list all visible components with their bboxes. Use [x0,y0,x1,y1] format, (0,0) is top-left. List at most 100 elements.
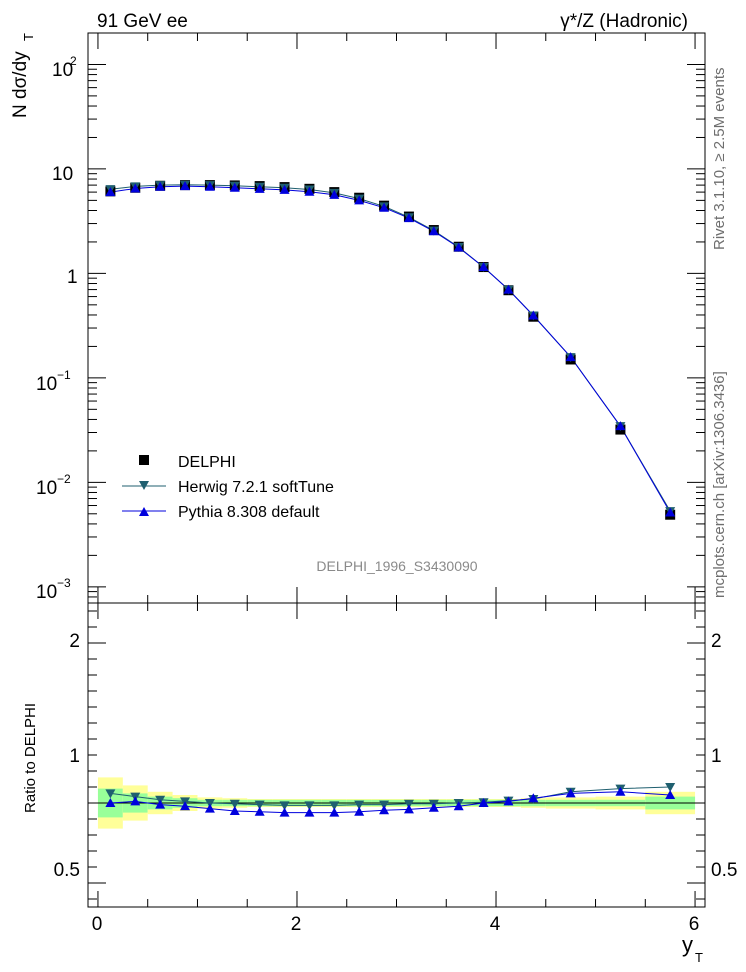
ratio-uncertainty-bands [97,777,696,829]
bottom-ylabel: Ratio to DELPHI [22,703,39,813]
ratio-point-pythia [403,804,414,814]
ratio-point-pythia [254,806,265,816]
top-point-pythia [428,226,439,236]
ratio-point-pythia [279,807,290,817]
top-point-pythia [665,507,676,517]
ratio-point-pythia [615,786,626,796]
xlabel-main: y [682,932,693,957]
top-point-pythia [354,195,365,205]
ratio-point-pythia [478,798,489,807]
ratio-point-herwig [354,800,365,810]
top-ylabel-main: N dσ/dy [10,51,31,118]
ratio-point-pythia [130,796,141,806]
top-series-markers [105,180,676,520]
top-point-pythia [528,310,539,320]
header-right: γ*/Z (Hadronic) [560,11,688,32]
bottom-axis-ticks [88,603,705,907]
ratio-series-markers [105,783,676,817]
ratio-point-pythia [503,796,514,806]
ratio-point-herwig [204,799,215,808]
top-point-pythia [105,187,116,197]
ratio-point-pythia [204,803,215,813]
top-point-pythia [254,183,265,193]
ratio-point-pythia [379,805,390,815]
ratio-point-pythia [155,799,166,809]
legend-herwig-marker [139,481,149,490]
top-point-pythia [403,213,414,223]
ytick-label-0.01: 10 [36,478,57,499]
ratio-point-herwig [403,799,414,809]
top-point-pythia [503,284,514,294]
ytick-exp-0.001: −3 [57,576,71,590]
ratio-point-herwig [229,799,240,809]
analysis-label: DELPHI_1996_S3430090 [316,558,477,574]
xlabel-sub: T [695,950,703,965]
ytick-exp-0.1: −1 [57,368,71,382]
ratio-point-herwig [105,789,116,799]
ytick-label-0.1: 10 [36,374,57,395]
ratio-point-pythia [528,793,539,803]
ratio-ytick-right-1: 1 [711,746,722,767]
xlabel: y T [682,932,703,965]
ratio-point-pythia [329,807,340,817]
ratio-ytick-left-2: 2 [69,631,80,652]
top-point-pythia [229,182,240,192]
legend-pythia-label: Pythia 8.308 default [178,504,320,521]
ratio-point-pythia [180,801,191,811]
top-point-pythia [453,242,464,252]
legend: DELPHI Herwig 7.2.1 softTune Pythia 8.30… [122,454,334,521]
ratio-point-pythia [565,788,576,798]
top-point-pythia [155,181,166,191]
ytick-label-1: 1 [67,267,78,288]
header-left: 91 GeV ee [97,11,188,32]
ytick-label-0.001: 10 [36,582,57,603]
ytick-exp-0.01: −2 [57,472,71,486]
top-ytick-labels: 10 2 10 1 10 −1 10 −2 10 −3 [36,54,78,603]
legend-entry-pythia: Pythia 8.308 default [122,504,320,521]
bottom-ytick-labels: 2 1 0.5 2 1 0.5 [54,631,738,881]
ratio-point-pythia [354,806,365,816]
ratio-point-pythia [304,807,315,817]
ytick-label-10: 10 [52,164,73,185]
xtick-label-2: 2 [291,914,302,935]
ratio-ytick-right-0.5: 0.5 [711,860,737,881]
top-ylabel: N dσ/dy T [10,33,36,118]
ratio-point-herwig [304,801,315,811]
top-ylabel-sub: T [21,33,36,41]
legend-delphi-marker [139,455,149,465]
legend-entry-delphi: DELPHI [139,454,236,471]
top-point-pythia [329,189,340,199]
xtick-label-0: 0 [92,914,103,935]
ytick-label-100: 10 [52,60,73,81]
mcplots-label: mcplots.cern.ch [arXiv:1306.3436] [711,371,728,598]
ratio-point-herwig [254,800,265,810]
ratio-point-herwig [665,783,676,792]
ratio-ytick-right-2: 2 [711,631,722,652]
legend-entry-herwig: Herwig 7.2.1 softTune [122,479,334,496]
top-point-pythia [379,202,390,212]
ytick-exp-100: 2 [70,54,77,68]
ratio-point-pythia [105,798,116,807]
ratio-point-pythia [453,801,464,811]
bottom-panel-frame [87,602,706,908]
ratio-point-herwig [279,801,290,811]
top-point-pythia [565,352,576,362]
top-point-pythia [304,186,315,196]
top-axis-ticks [88,32,705,604]
xtick-labels: 0 2 4 6 [92,914,700,935]
top-point-pythia [204,181,215,191]
ratio-point-herwig [329,801,340,811]
ratio-point-pythia [428,802,439,812]
rivet-label: Rivet 3.1.10, ≥ 2.5M events [711,68,728,251]
ratio-point-pythia [665,790,676,799]
legend-delphi-label: DELPHI [178,454,236,471]
xtick-label-6: 6 [689,914,700,935]
ratio-point-pythia [229,806,240,815]
top-point-pythia [279,184,290,194]
legend-herwig-label: Herwig 7.2.1 softTune [178,479,334,496]
legend-pythia-marker [139,507,149,516]
top-point-pythia [130,183,141,193]
ratio-ytick-left-1: 1 [69,746,80,767]
top-point-pythia [478,262,489,272]
